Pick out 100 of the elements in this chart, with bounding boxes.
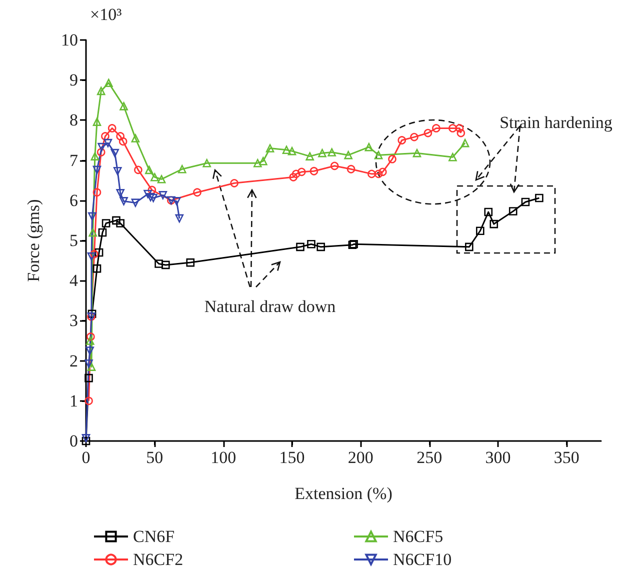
- x-tick-label: 0: [82, 448, 90, 467]
- point: [87, 362, 96, 371]
- point: [131, 134, 140, 142]
- point: [112, 216, 120, 225]
- point: [86, 346, 94, 355]
- y-tick-label: 5: [70, 231, 78, 250]
- point: [134, 166, 142, 174]
- x-tick-label: 350: [554, 448, 580, 467]
- legend-label: N6CF10: [393, 550, 452, 569]
- point: [178, 164, 186, 174]
- point: [316, 242, 325, 252]
- x-tick-label: 200: [348, 448, 374, 467]
- y-tick-label: 3: [70, 311, 78, 330]
- legend-label: N6CF5: [393, 527, 444, 546]
- point: [144, 190, 152, 198]
- point: [92, 166, 102, 174]
- point: [310, 166, 318, 176]
- point: [157, 174, 166, 184]
- point: [374, 150, 383, 160]
- point: [282, 146, 291, 154]
- point: [94, 248, 104, 257]
- point: [378, 168, 387, 176]
- point: [344, 150, 352, 160]
- point: [118, 137, 128, 146]
- point: [154, 260, 163, 268]
- point: [476, 226, 484, 236]
- point: [330, 162, 339, 170]
- point: [149, 194, 158, 202]
- point: [92, 118, 102, 126]
- point: [92, 264, 102, 273]
- point: [460, 138, 470, 148]
- point: [535, 194, 544, 202]
- x-tick-label: 50: [146, 448, 164, 467]
- text: ×10³: [90, 5, 122, 24]
- point: [410, 132, 418, 142]
- x-tick-label: 300: [485, 448, 511, 467]
- point: [86, 332, 95, 341]
- point: [96, 86, 106, 96]
- y-tick-label: 6: [70, 190, 78, 210]
- point: [465, 242, 474, 252]
- y-tick-label: 1: [70, 391, 78, 410]
- point: [120, 197, 128, 206]
- point: [84, 359, 93, 368]
- legend-label: N6CF2: [133, 550, 184, 569]
- point: [162, 260, 170, 270]
- point: [306, 152, 314, 160]
- point: [432, 124, 440, 132]
- point: [96, 148, 106, 156]
- point: [193, 188, 202, 197]
- point: [175, 214, 184, 223]
- point: [131, 198, 140, 207]
- point: [86, 336, 94, 345]
- point: [448, 152, 457, 162]
- point: [490, 220, 498, 228]
- point: [88, 310, 96, 318]
- point: [346, 164, 356, 174]
- y-axis-title: Force (gms): [24, 199, 43, 282]
- point: [288, 146, 296, 156]
- point: [102, 219, 110, 228]
- point: [254, 158, 262, 168]
- point: [186, 258, 195, 267]
- point: [84, 374, 93, 382]
- point: [98, 228, 107, 237]
- point: [292, 170, 300, 178]
- point: [90, 250, 98, 258]
- y-tick-label: 0: [70, 432, 78, 450]
- point: [297, 168, 306, 176]
- point: [289, 172, 298, 182]
- y-tick-label: 9: [70, 70, 78, 90]
- point: [424, 128, 432, 138]
- point: [87, 252, 96, 261]
- y-tick-label: 8: [70, 110, 78, 130]
- point: [88, 228, 98, 237]
- x-axis-title: Extension (%): [294, 484, 392, 503]
- point: [113, 166, 122, 176]
- x-tick-label: 150: [279, 448, 305, 467]
- point: [307, 240, 316, 248]
- point: [364, 142, 374, 152]
- point: [120, 102, 128, 110]
- point: [145, 166, 154, 174]
- point: [84, 396, 93, 406]
- point: [230, 179, 238, 188]
- point: [110, 148, 119, 158]
- point: [328, 148, 336, 156]
- point: [456, 128, 466, 138]
- annotation: Strain hardening: [500, 113, 613, 132]
- x-tick-label: 250: [416, 448, 442, 467]
- y-tick-label: 2: [70, 351, 78, 370]
- point: [88, 212, 96, 221]
- point: [318, 148, 326, 158]
- point: [374, 170, 383, 178]
- point: [398, 136, 406, 144]
- point: [388, 154, 396, 164]
- point: [448, 124, 457, 132]
- point: [202, 158, 212, 168]
- point: [108, 124, 116, 132]
- annotation: Natural draw down: [204, 297, 336, 316]
- y-tick-label: 7: [70, 150, 78, 170]
- x-tick-label: 100: [210, 448, 236, 467]
- point: [508, 207, 518, 216]
